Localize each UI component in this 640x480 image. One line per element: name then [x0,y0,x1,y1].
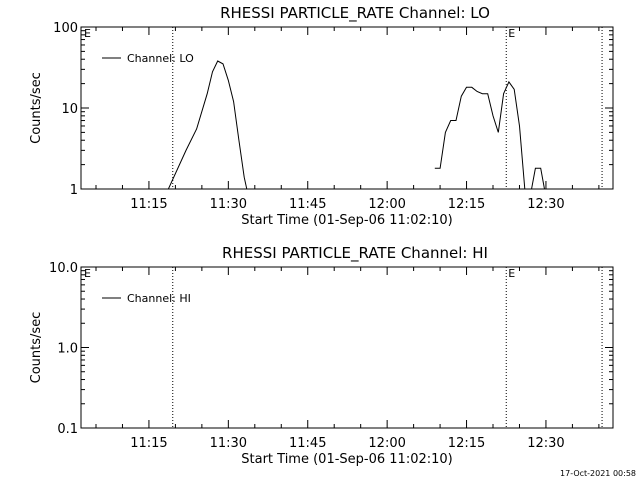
channel-hi-x-axis-label: Start Time (01-Sep-06 11:02:10) [241,452,452,467]
channel-lo-x-tick-label: 12:15 [448,197,485,212]
channel-lo-y-axis-label: Counts/sec [29,72,44,144]
channel-lo-series-line [167,60,248,189]
hi-channel-panel: RHESSI PARTICLE_RATE Channel: HI 0.1 1.0 10… [29,244,614,467]
channel-lo-title: RHESSI PARTICLE_RATE Channel: LO [220,4,490,23]
channel-lo-y-tick-label: 100 [53,21,78,36]
channel-lo-x-tick-label: 12:30 [527,197,564,212]
channel-lo-y-tick-label: 10 [61,102,78,117]
channel-lo-series-line [434,80,545,189]
channel-lo-x-tick-label: 11:45 [289,197,326,212]
channel-lo-series-group [167,60,545,189]
channel-hi-legend-label: Channel: HI [127,292,191,305]
channel-hi-title: RHESSI PARTICLE_RATE Channel: HI [222,244,488,263]
channel-lo-legend-label: Channel: LO [127,52,194,65]
lo-channel-panel: RHESSI PARTICLE_RATE Channel: LO 1 10 100 11… [29,4,614,228]
channel-lo-x-tick-label: 12:00 [368,197,405,212]
channel-hi-event-marker-label: E [508,267,515,280]
channel-hi-y-tick-label: 1.0 [57,342,78,357]
channel-hi-x-tick-label: 11:15 [130,436,167,451]
channel-hi-x-tick-label: 12:15 [448,436,485,451]
channel-lo-x-axis-label: Start Time (01-Sep-06 11:02:10) [241,213,452,228]
channel-lo-event-marker-label: E [508,27,515,40]
channel-lo-x-tick-label: 11:15 [130,197,167,212]
plot-timestamp: 17-Oct-2021 00:58 [560,469,636,478]
channel-lo-y-tick-label: 1 [70,183,78,198]
channel-hi-x-tick-label: 12:30 [527,436,564,451]
channel-hi-y-tick-label: 0.1 [57,422,78,437]
channel-lo-event-marker-label: E [84,27,91,40]
channel-lo-x-tick-label: 11:30 [210,197,247,212]
channel-hi-event-marker-label: E [84,267,91,280]
channel-hi-x-tick-label: 11:45 [289,436,326,451]
channel-hi-x-tick-label: 11:30 [210,436,247,451]
channel-hi-y-tick-label: 10.0 [49,261,78,276]
channel-hi-y-axis-label: Counts/sec [29,312,44,384]
channel-hi-x-tick-label: 12:00 [368,436,405,451]
